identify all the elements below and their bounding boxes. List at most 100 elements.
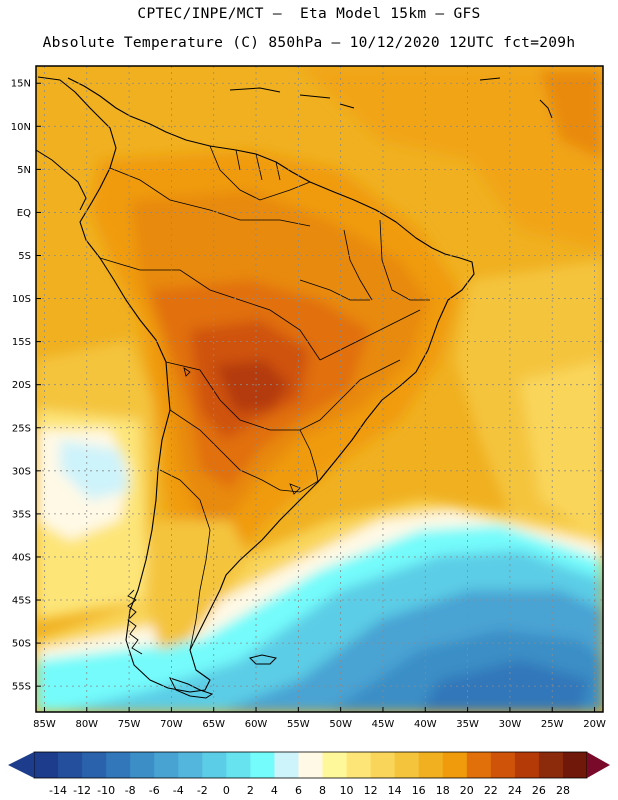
colorbar-label: -12	[73, 784, 91, 797]
colorbar-swatch	[346, 752, 372, 778]
colorbar-swatch	[154, 752, 179, 778]
field-north-atlantic	[300, 66, 603, 250]
longitude-label: 30W	[499, 719, 522, 730]
colorbar-over-arrow	[587, 752, 610, 778]
longitude-label: 50W	[329, 719, 352, 730]
field-continent-core	[215, 360, 290, 412]
lakes	[183, 367, 301, 495]
colorbar-label: -10	[97, 784, 115, 797]
colorbar-swatch	[370, 752, 396, 778]
colorbar: -14 -12 -10 -8 -6 -4 -2 0 2 4 6 8 10 12 14 16 18 20 22 24 26…	[8, 751, 610, 797]
colorbar-swatch	[250, 752, 275, 778]
longitude-label: 35W	[456, 719, 479, 730]
continent-outline	[37, 76, 475, 693]
latitude-label: EQ	[17, 208, 31, 219]
field-pacific-cyan	[60, 440, 130, 500]
colorbar-swatch	[298, 752, 324, 778]
country-borders	[99, 145, 430, 651]
map-title-line-2: Absolute Temperature (C) 850hPa – 10/12/…	[42, 35, 576, 51]
colorbar-swatch	[82, 752, 107, 778]
colorbar-label: 26	[532, 784, 546, 797]
longitude-label: 85W	[33, 719, 56, 730]
colorbar-swatch	[514, 752, 540, 778]
colorbar-label: 8	[319, 784, 326, 797]
latitude-label: 25S	[12, 423, 31, 434]
colorbar-label: -4	[173, 784, 184, 797]
latitude-label: 35S	[12, 509, 31, 520]
colorbar-swatch	[490, 752, 516, 778]
colorbar-label: 6	[295, 784, 302, 797]
latitude-labels: 15N 10N 5N EQ 5S 10S 15S 20S 25S 30S 35S 40S 45S 50S 5…	[11, 79, 41, 693]
latitude-label: 10N	[11, 122, 31, 133]
colorbar-label: 22	[484, 784, 498, 797]
map-frame	[35, 65, 604, 713]
colorbar-swatch	[394, 752, 420, 778]
colorbar-swatch	[202, 752, 227, 778]
temperature-field	[36, 66, 603, 712]
latitude-label: 45S	[12, 596, 31, 607]
colorbar-label: 10	[340, 784, 354, 797]
colorbar-swatch	[34, 752, 59, 778]
field-ne-warm	[540, 70, 603, 160]
longitude-label: 75W	[118, 719, 141, 730]
latitude-label: 50S	[12, 639, 31, 650]
longitude-label: 45W	[372, 719, 395, 730]
colorbar-swatch	[106, 752, 131, 778]
latitude-label: 15S	[12, 337, 31, 348]
colorbar-swatch	[130, 752, 155, 778]
gridlines	[36, 66, 603, 712]
longitude-label: 80W	[75, 719, 98, 730]
chilean-fjords	[127, 589, 143, 655]
latitude-label: 55S	[12, 682, 31, 693]
central-america-coast	[36, 149, 87, 211]
coastlines	[36, 76, 553, 699]
longitude-label: 25W	[541, 719, 564, 730]
tierra-del-fuego	[169, 677, 214, 699]
colorbar-label: -14	[49, 784, 67, 797]
colorbar-label: -8	[125, 784, 136, 797]
colorbar-label: 2	[247, 784, 254, 797]
longitude-label: 60W	[245, 719, 268, 730]
colorbar-swatch	[418, 752, 444, 778]
colorbar-label: -6	[149, 784, 160, 797]
latitude-label: 30S	[12, 466, 31, 477]
colorbar-swatch	[58, 752, 83, 778]
longitude-label: 40W	[414, 719, 437, 730]
latitude-label: 40S	[12, 552, 31, 563]
temperature-map[interactable]: 15N 10N 5N EQ 5S 10S 15S 20S 25S 30S 35S 40S 45S 50S 5…	[0, 0, 618, 745]
longitude-label: 70W	[160, 719, 183, 730]
colorbar-label: 16	[412, 784, 426, 797]
latitude-label: 5S	[18, 251, 31, 262]
latitude-label: 10S	[12, 294, 31, 305]
latitude-label: 20S	[12, 380, 31, 391]
longitude-labels: 85W 80W 75W 70W 65W 60W 55W 50W 45W 40W 35W 30W 25W 2…	[33, 707, 606, 730]
latitude-label: 15N	[11, 79, 31, 90]
colorbar-label: 14	[388, 784, 402, 797]
colorbar-label: -2	[197, 784, 208, 797]
longitude-label: 20W	[583, 719, 606, 730]
colorbar-swatch	[466, 752, 492, 778]
colorbar-label: 4	[271, 784, 278, 797]
colorbar-label: 18	[436, 784, 450, 797]
colorbar-swatch	[322, 752, 348, 778]
colorbar-boxes	[33, 751, 588, 779]
latitude-label: 5N	[17, 165, 31, 176]
colorbar-swatch	[274, 752, 299, 778]
longitude-label: 55W	[287, 719, 310, 730]
map-title-line-1: CPTEC/INPE/MCT – Eta Model 15km – GFS	[137, 6, 481, 22]
field-east-atlantic-cool	[520, 360, 603, 540]
colorbar-swatch	[226, 752, 251, 778]
falkland-islands	[249, 654, 278, 665]
colorbar-swatch	[538, 752, 564, 778]
colorbar-swatch	[562, 752, 588, 778]
colorbar-labels: -14 -12 -10 -8 -6 -4 -2 0 2 4 6 8 10 12 14 16 18 20 22 24 26…	[49, 784, 570, 797]
colorbar-label: 24	[508, 784, 522, 797]
longitude-label: 65W	[202, 719, 225, 730]
colorbar-label: 12	[364, 784, 378, 797]
caribbean-islands	[229, 77, 553, 119]
colorbar-swatch	[178, 752, 203, 778]
colorbar-label: 20	[460, 784, 474, 797]
colorbar-swatch	[442, 752, 468, 778]
colorbar-label: 0	[223, 784, 230, 797]
colorbar-label: 28	[556, 784, 570, 797]
